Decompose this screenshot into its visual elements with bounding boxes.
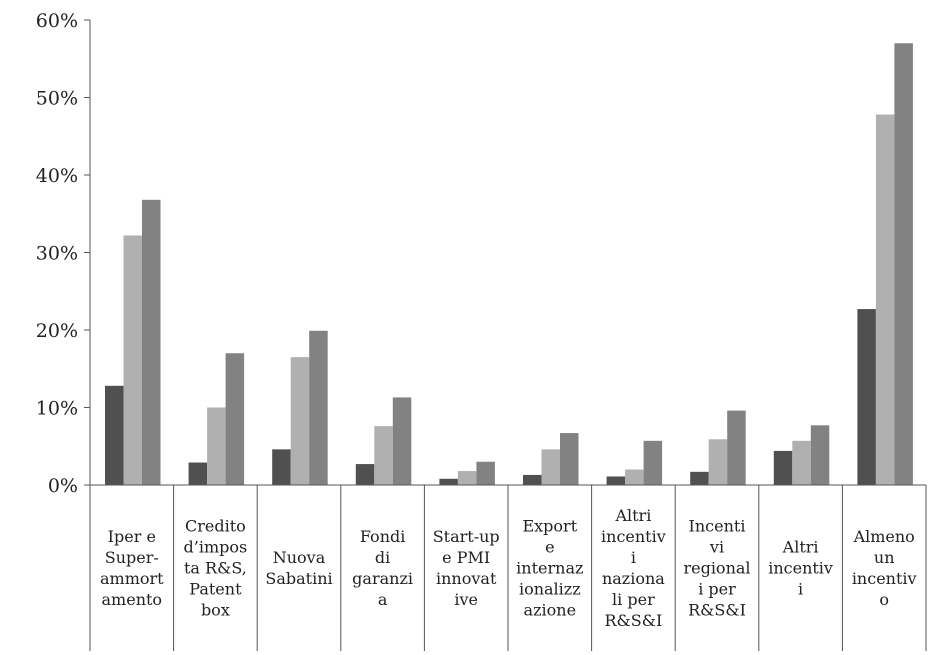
x-category-label-line: ive: [454, 590, 478, 609]
bar-series-1-category-5: [439, 478, 458, 485]
x-category-label-line: Altri: [782, 538, 819, 557]
x-category-label-line: Almeno: [853, 527, 915, 546]
bar-series-3-category-10: [894, 43, 913, 485]
x-category-label-line: Sabatini: [265, 569, 332, 588]
bar-series-2-category-5: [457, 471, 477, 485]
x-category-label-line: incentiv: [601, 527, 666, 546]
x-category-label-line: e PMI: [442, 548, 490, 567]
x-category-label: Incenti vi regional i per R&S&I: [683, 517, 750, 620]
x-category-label-line: garanzi: [352, 569, 413, 588]
bar-series-1-category-4: [355, 464, 375, 485]
x-category-label-line: Altri: [614, 506, 651, 525]
x-category-label-line: regional: [683, 559, 750, 578]
x-category-label-line: Patent: [189, 580, 242, 599]
x-category-label: Start-up e PMI innovat ive: [433, 527, 500, 609]
x-category-label-line: Super-: [105, 548, 159, 567]
x-category-label-line: R&S&I: [688, 601, 746, 620]
x-category-label-line: li per: [612, 590, 655, 609]
x-category-label: Iper e Super-ammort amento: [100, 527, 164, 609]
x-category-label: Altri incentiv i: [768, 538, 833, 599]
x-category-label-line: ta R&S,: [184, 559, 247, 578]
x-category-label-line: incentiv: [852, 569, 917, 588]
x-category-label-line: d’impos: [184, 538, 248, 557]
y-tick-label: 30%: [36, 243, 78, 265]
x-category-label-line: un: [874, 548, 895, 567]
x-category-label-line: Nuova: [273, 548, 326, 567]
x-category-label-line: Export: [522, 517, 577, 536]
bar-series-3-category-9: [810, 425, 830, 485]
x-category-label-line: amento: [102, 590, 163, 609]
bar-series-2-category-3: [290, 357, 310, 485]
x-category-label-line: ionalizz: [519, 580, 581, 599]
bar-series-1-category-10: [857, 309, 876, 485]
bar-series-3-category-6: [560, 433, 579, 485]
bar-series-1-category-1: [105, 385, 124, 485]
bar-series-3-category-2: [225, 353, 245, 485]
x-category-label-line: i: [631, 548, 636, 567]
x-category-label-line: e: [545, 538, 554, 557]
x-category-label-line: box: [201, 601, 230, 620]
bar-series-2-category-7: [625, 469, 644, 485]
x-category-label-line: Start-up: [433, 527, 500, 546]
x-category-label-line: innovat: [436, 569, 497, 588]
bar-series-2-category-6: [541, 449, 560, 485]
bar-series-3-category-1: [142, 199, 161, 486]
x-category-label-line: R&S&I: [604, 611, 662, 630]
x-category-label-line: vi: [709, 538, 724, 557]
bar-series-1-category-6: [523, 474, 542, 485]
y-tick-label: 10%: [36, 398, 78, 420]
x-category-label-line: Iper e: [108, 527, 156, 546]
x-category-label-line: Fondi: [360, 527, 406, 546]
x-category-label: Fondi di garanzi a: [352, 527, 413, 609]
x-category-label: Credito d’impos ta R&S, Patent box: [184, 517, 248, 620]
bar-series-2-category-4: [374, 426, 393, 485]
x-axis: Iper e Super-ammort amento Credito d’impos ta…: [89, 484, 927, 651]
bar-series-3-category-8: [727, 410, 746, 485]
x-category-label-line: di: [375, 548, 390, 567]
y-tick-label: 50%: [36, 88, 78, 110]
bar-series-2-category-2: [207, 407, 226, 485]
bars: [105, 43, 913, 486]
x-category-label-line: azione: [524, 601, 577, 620]
y-tick-label: 60%: [36, 10, 78, 32]
y-axis: 0% 10% 20% 30% 40% 50% 60%: [36, 10, 91, 497]
x-category-label-line: Incenti: [689, 517, 746, 536]
x-category-label: Nuova Sabatini: [265, 548, 332, 588]
x-category-label-line: o: [879, 590, 889, 609]
y-tick-label: 40%: [36, 165, 78, 187]
bar-series-3-category-5: [476, 461, 495, 485]
bar-series-1-category-2: [188, 462, 208, 485]
x-category-label-line: naziona: [602, 569, 665, 588]
y-tick-label: 20%: [36, 320, 78, 342]
bar-series-2-category-9: [792, 440, 811, 485]
x-category-label-line: i per: [698, 580, 736, 599]
x-category-label-line: a: [378, 590, 388, 609]
x-category-label-line: ammort: [100, 569, 164, 588]
bar-series-3-category-7: [643, 440, 663, 485]
x-category-label: Almeno un incentiv o: [852, 527, 917, 609]
bar-series-3-category-3: [309, 330, 328, 485]
x-category-label-line: Credito: [185, 517, 246, 536]
x-category-label-line: internaz: [516, 559, 583, 578]
y-tick-label: 0%: [48, 475, 78, 497]
bar-series-2-category-10: [875, 114, 895, 486]
bar-series-2-category-8: [708, 439, 728, 485]
bar-series-1-category-3: [272, 449, 291, 485]
x-category-label: Altri incentiv i naziona li per R&S&I: [601, 506, 666, 630]
x-category-label-line: i: [798, 580, 803, 599]
bar-series-1-category-8: [690, 471, 709, 485]
bar-series-3-category-4: [392, 397, 412, 485]
bar-series-2-category-1: [123, 235, 142, 485]
x-category-label-line: incentiv: [768, 559, 833, 578]
bar-series-1-category-7: [606, 476, 626, 485]
x-category-label: Export e internaz ionalizz azione: [516, 517, 583, 620]
bar-series-1-category-9: [773, 450, 793, 485]
